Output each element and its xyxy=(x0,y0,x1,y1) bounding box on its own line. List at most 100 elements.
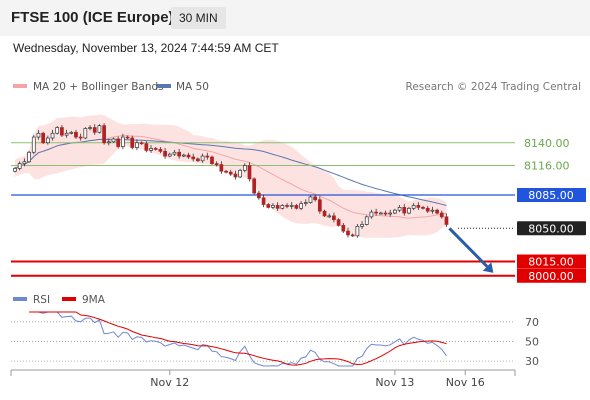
candle-body xyxy=(318,199,322,212)
candle-body xyxy=(285,205,289,207)
candle xyxy=(280,204,285,210)
candle xyxy=(238,168,242,179)
candle xyxy=(163,147,167,159)
candle-body xyxy=(163,150,167,157)
time-label-nov-16: Nov 16 xyxy=(446,376,485,389)
candle-body xyxy=(430,209,435,212)
rsi-level-30-label: 30 xyxy=(525,355,539,368)
ma50-line xyxy=(14,138,447,206)
chart-header: FTSE 100 (ICE Europe) 30 MIN xyxy=(0,0,590,36)
candle xyxy=(22,158,27,167)
candle xyxy=(271,203,275,210)
candle-body xyxy=(181,154,186,157)
candle xyxy=(106,138,111,146)
candle xyxy=(31,134,36,155)
candle xyxy=(191,153,196,162)
candle-body xyxy=(360,224,364,227)
candle xyxy=(266,203,271,209)
level-8050-00-label-bg xyxy=(517,221,586,236)
candle-body xyxy=(167,153,172,157)
candle xyxy=(242,163,247,173)
candle-body xyxy=(17,163,22,169)
level-8015-00-label: 8015.00 xyxy=(528,256,574,269)
candle xyxy=(121,133,125,150)
candle-body xyxy=(55,127,60,134)
candle-body xyxy=(435,209,439,214)
candle xyxy=(219,161,224,174)
candle xyxy=(350,233,355,237)
candle xyxy=(444,213,449,228)
candle-body xyxy=(266,204,271,208)
candle xyxy=(252,177,257,195)
time-label-nov-12: Nov 12 xyxy=(150,376,189,389)
candle-body xyxy=(22,161,27,164)
candle-body xyxy=(294,205,299,209)
level-8050-00-label: 8050.00 xyxy=(528,222,574,235)
price-level-labels: 8140.00 8116.00 8085.00 8050.00 8015.008000.… xyxy=(517,137,586,283)
candle xyxy=(360,221,364,230)
candle-body xyxy=(228,171,233,175)
candle-body xyxy=(299,203,303,209)
chart-datetime: Wednesday, November 13, 2024 7:44:59 AM … xyxy=(13,41,279,55)
candle xyxy=(285,203,289,209)
candle-body xyxy=(374,211,378,214)
candle xyxy=(55,126,60,135)
candle-body xyxy=(92,127,97,133)
candle xyxy=(439,210,444,219)
candle-body xyxy=(383,212,388,215)
interval-button[interactable]: 30 MIN xyxy=(171,7,226,29)
candle xyxy=(214,161,219,167)
candle-body xyxy=(205,155,210,158)
candle-body xyxy=(233,173,238,178)
candle xyxy=(294,204,299,210)
candle xyxy=(97,124,102,134)
candle-body xyxy=(238,169,242,178)
level-8085-00-label-bg xyxy=(517,188,586,202)
candle xyxy=(425,205,430,214)
candle-body xyxy=(355,226,360,237)
candle xyxy=(41,131,45,144)
candle xyxy=(181,153,186,158)
candle-body xyxy=(388,212,393,215)
candle-body xyxy=(31,136,36,153)
candle xyxy=(228,169,233,176)
candle-body xyxy=(346,230,350,236)
candle xyxy=(153,147,158,151)
candle-body xyxy=(64,132,69,136)
candle xyxy=(196,157,200,162)
candle-body xyxy=(69,131,74,134)
candle-body xyxy=(308,196,313,203)
candle xyxy=(397,204,402,213)
legend-label-ma20: MA 20 + Bollinger Bands xyxy=(33,81,164,93)
candle-body xyxy=(130,137,135,148)
candle-body xyxy=(41,132,45,144)
candle-body xyxy=(149,148,153,151)
candle-body xyxy=(444,216,449,225)
candle xyxy=(13,166,17,173)
candle-body xyxy=(88,127,92,129)
candle-body xyxy=(252,178,257,194)
level-8085-00-label: 8085.00 xyxy=(528,189,574,202)
candle-body xyxy=(135,142,139,148)
candle xyxy=(313,194,318,202)
candle xyxy=(224,169,228,174)
candle xyxy=(186,152,191,159)
candlesticks xyxy=(13,123,449,238)
candle-body xyxy=(275,205,280,209)
candle xyxy=(402,204,407,216)
candle xyxy=(407,206,411,215)
candle xyxy=(125,135,130,140)
level-8116-00-label: 8116.00 xyxy=(524,160,570,173)
legend-label-ma50: MA 50 xyxy=(176,81,209,93)
candle-body xyxy=(50,132,55,139)
candle xyxy=(64,129,69,138)
candle-body xyxy=(177,151,181,157)
candle-body xyxy=(350,234,355,237)
candle xyxy=(27,150,31,163)
candle xyxy=(130,135,135,150)
candle xyxy=(341,223,346,233)
candle xyxy=(275,202,280,211)
candle-body xyxy=(439,212,444,218)
time-label-nov-13: Nov 13 xyxy=(375,376,414,389)
candle-body xyxy=(172,151,177,155)
